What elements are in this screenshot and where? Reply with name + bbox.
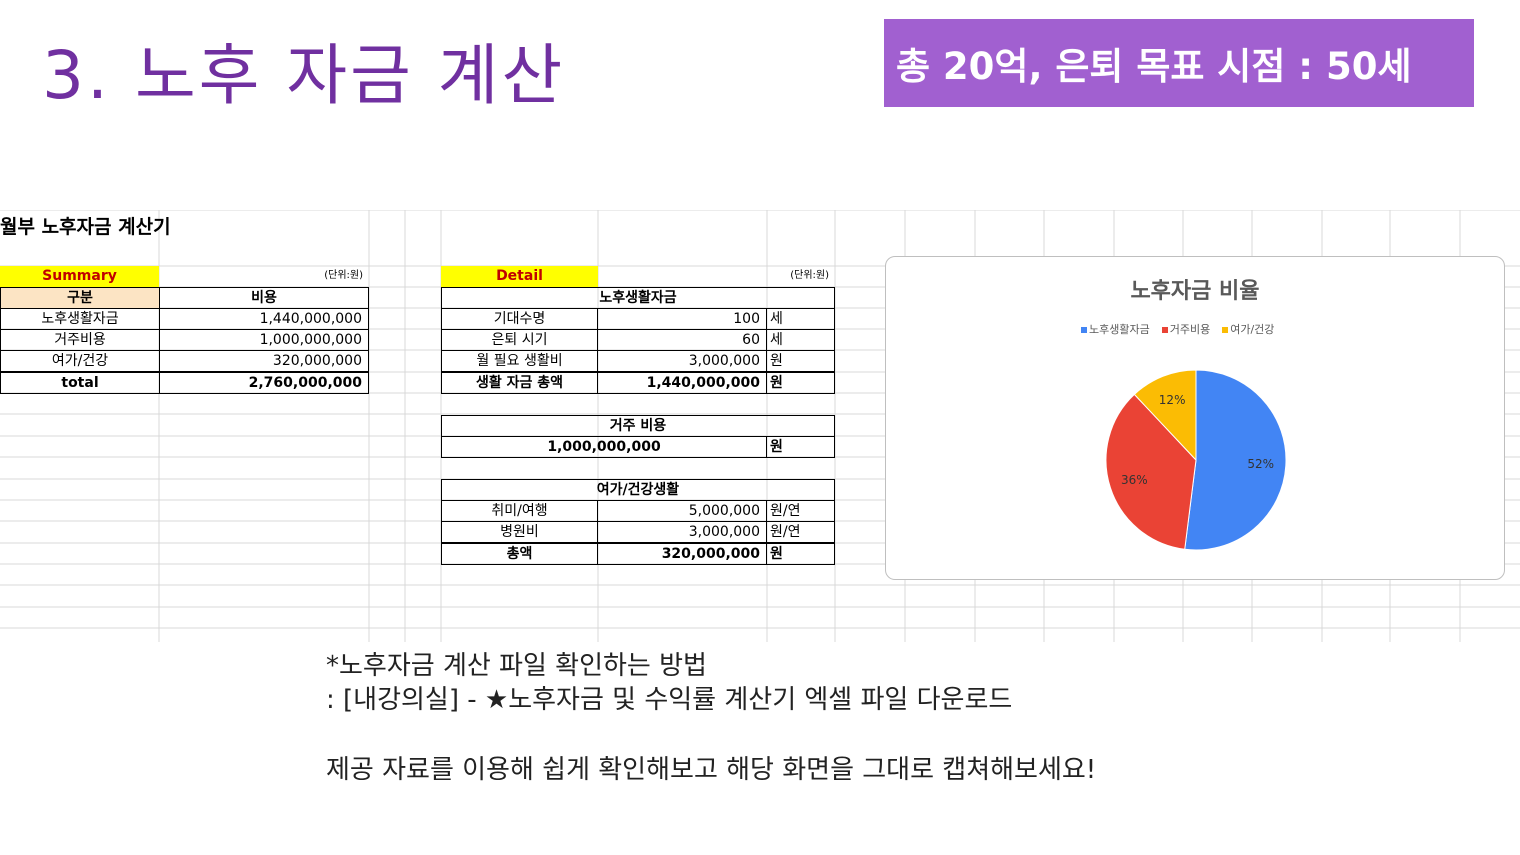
- summary-total-label: total: [0, 372, 160, 394]
- chart-legend: 노후생활자금 거주비용 여가/건강: [1081, 321, 1274, 337]
- leisure-row-value: 5,000,000: [597, 500, 767, 522]
- note-line-3: 제공 자료를 이용해 쉽게 확인해보고 해당 화면을 그대로 캡쳐해보세요!: [326, 755, 1097, 785]
- legend-item: 노후생활자금: [1081, 321, 1150, 337]
- living-row-value: 3,000,000: [597, 350, 767, 372]
- living-row-unit: 세: [766, 329, 835, 351]
- living-row-unit: 세: [766, 308, 835, 330]
- summary-row-value: 1,000,000,000: [159, 329, 369, 351]
- note-line-1: *노후자금 계산 파일 확인하는 방법: [326, 651, 707, 681]
- summary-row-value: 320,000,000: [159, 350, 369, 372]
- living-row-unit: 원: [766, 350, 835, 372]
- summary-header-cost: 비용: [159, 287, 369, 309]
- legend-label: 여가/건강: [1230, 323, 1275, 336]
- legend-swatch: [1161, 327, 1168, 333]
- housing-value: 1,000,000,000: [441, 436, 767, 458]
- leisure-total-unit: 원: [766, 543, 835, 565]
- pie-slice[interactable]: [1105, 393, 1197, 550]
- leisure-header: 여가/건강생활: [441, 479, 835, 501]
- living-row-name: 월 필요 생활비: [441, 350, 598, 372]
- living-total-value: 1,440,000,000: [597, 372, 767, 394]
- slide-title: 3. 노후 자금 계산: [42, 37, 566, 114]
- summary-row-value: 1,440,000,000: [159, 308, 369, 330]
- detail-label: Detail: [441, 266, 598, 288]
- note-line-2: : [내강의실] - ★노후자금 및 수익률 계산기 엑셀 파일 다운로드: [326, 685, 1013, 715]
- legend-item: 거주비용: [1161, 321, 1211, 337]
- chart-title: 노후자금 비율: [1130, 279, 1260, 304]
- pie-data-label: 12%: [1159, 393, 1186, 407]
- summary-total-value: 2,760,000,000: [159, 372, 369, 394]
- pie-data-label: 52%: [1247, 457, 1274, 471]
- living-row-value: 60: [597, 329, 767, 351]
- summary-unit: (단위:원): [324, 270, 363, 281]
- goal-banner: 총 20억, 은퇴 목표 시점 : 50세: [884, 19, 1474, 107]
- pie-data-label: 36%: [1121, 473, 1148, 487]
- leisure-row-value: 3,000,000: [597, 521, 767, 543]
- leisure-row-unit: 원/연: [766, 521, 835, 543]
- legend-label: 노후생활자금: [1089, 323, 1150, 336]
- pie-svg: 52% 36% 12%: [1105, 369, 1287, 551]
- legend-swatch: [1081, 327, 1087, 333]
- summary-label: Summary: [0, 266, 159, 288]
- summary-row-name: 거주비용: [0, 329, 160, 351]
- housing-unit: 원: [766, 436, 835, 458]
- sheet-title: 월부 노후자금 계산기: [0, 216, 171, 238]
- pie-slice[interactable]: [1184, 369, 1287, 551]
- summary-row-name: 여가/건강: [0, 350, 160, 372]
- pie-chart[interactable]: 노후자금 비율 노후생활자금 거주비용 여가/건강 52% 36% 12%: [885, 256, 1505, 580]
- pie-slice[interactable]: [1133, 369, 1197, 462]
- leisure-total-name: 총액: [441, 543, 598, 565]
- leisure-row-name: 병원비: [441, 521, 598, 543]
- summary-header-category: 구분: [0, 287, 160, 309]
- leisure-total-value: 320,000,000: [597, 543, 767, 565]
- summary-row-name: 노후생활자금: [0, 308, 160, 330]
- housing-header: 거주 비용: [441, 415, 835, 437]
- leisure-row-unit: 원/연: [766, 500, 835, 522]
- living-total-unit: 원: [766, 372, 835, 394]
- living-header: 노후생활자금: [441, 287, 835, 309]
- living-row-name: 기대수명: [441, 308, 598, 330]
- living-total-name: 생활 자금 총액: [441, 372, 598, 394]
- legend-swatch: [1222, 327, 1229, 333]
- legend-item: 여가/건강: [1222, 321, 1274, 337]
- detail-unit: (단위:원): [790, 270, 829, 281]
- legend-label: 거주비용: [1169, 323, 1211, 336]
- living-row-name: 은퇴 시기: [441, 329, 598, 351]
- leisure-row-name: 취미/여행: [441, 500, 598, 522]
- living-row-value: 100: [597, 308, 767, 330]
